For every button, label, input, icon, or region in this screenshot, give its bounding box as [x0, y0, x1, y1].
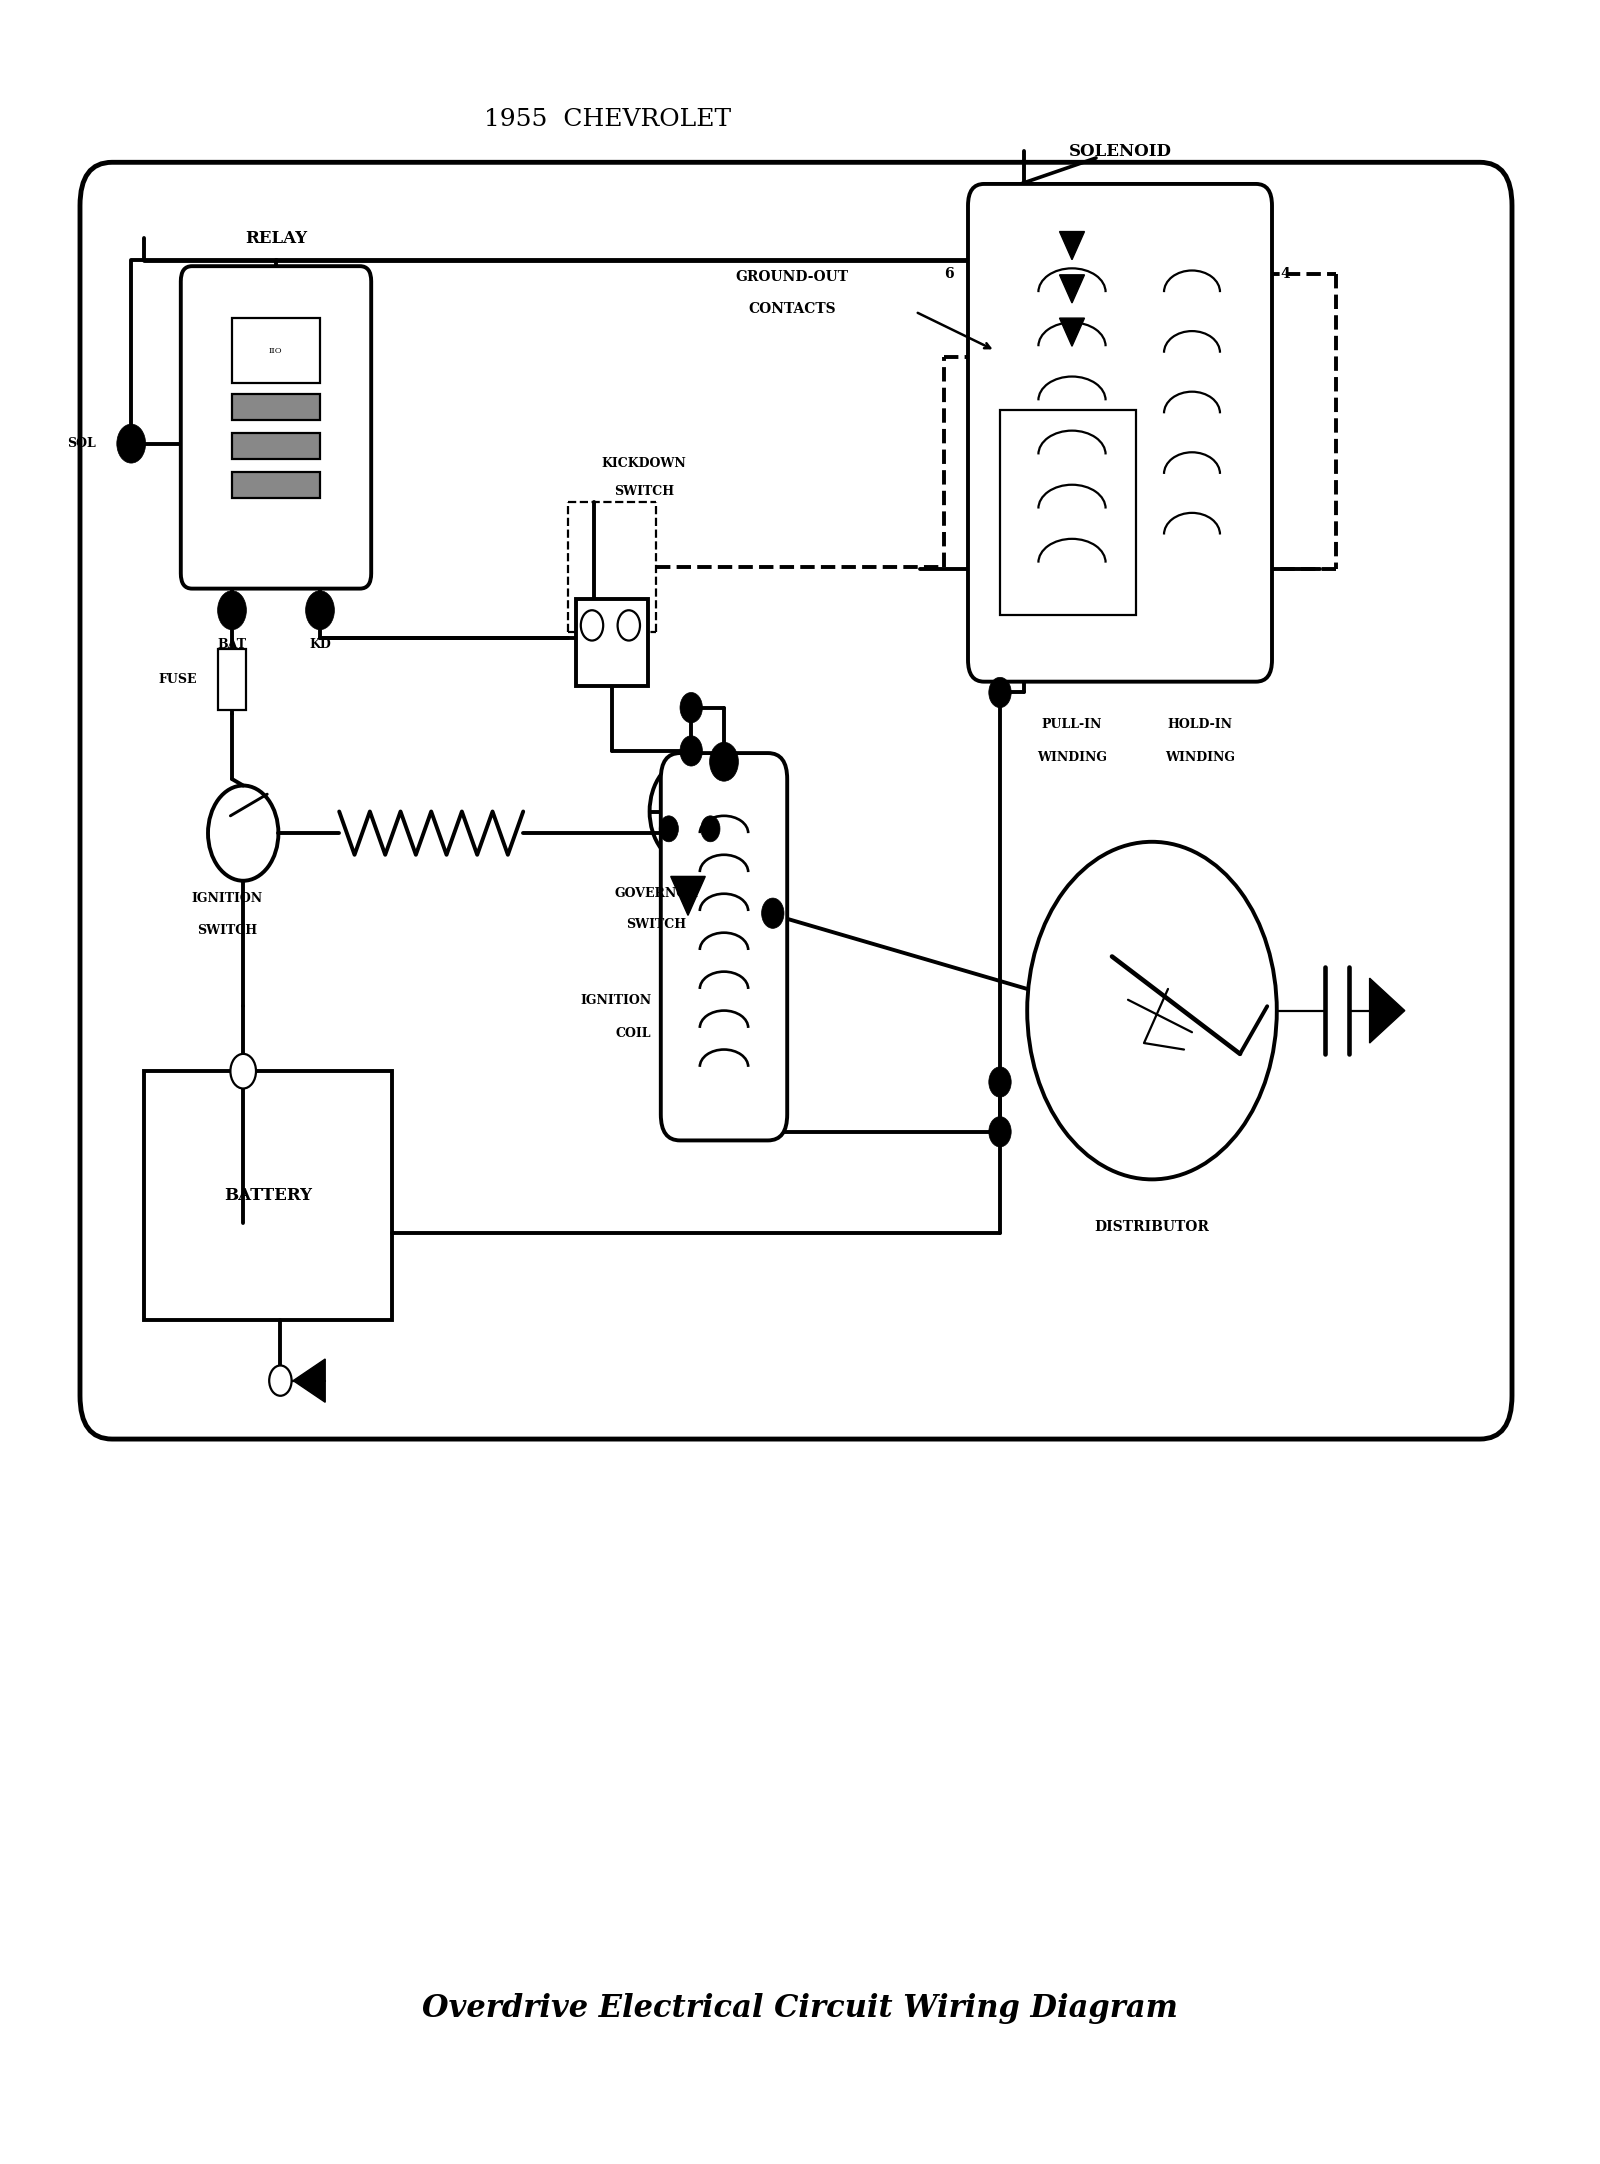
Circle shape	[218, 591, 246, 630]
Circle shape	[581, 610, 603, 641]
Text: KICKDOWN: KICKDOWN	[602, 457, 686, 470]
Text: SWITCH: SWITCH	[614, 485, 674, 498]
Text: DISTRIBUTOR: DISTRIBUTOR	[1094, 1220, 1210, 1233]
Circle shape	[710, 742, 739, 781]
Text: IGNITION: IGNITION	[581, 993, 651, 1008]
Bar	[232, 318, 320, 383]
Text: GOVERNOR: GOVERNOR	[614, 887, 698, 900]
Text: RELAY: RELAY	[245, 229, 307, 247]
Text: WINDING: WINDING	[1165, 751, 1235, 764]
Bar	[218, 649, 246, 710]
Text: GROUND-OUT: GROUND-OUT	[736, 270, 848, 283]
Polygon shape	[1370, 978, 1405, 1043]
Circle shape	[680, 692, 702, 723]
Bar	[144, 1071, 392, 1320]
Text: IIO: IIO	[269, 346, 282, 355]
FancyBboxPatch shape	[181, 266, 371, 589]
Text: 6: 6	[944, 266, 954, 281]
Polygon shape	[293, 1359, 325, 1402]
Text: SOLENOID: SOLENOID	[1069, 143, 1171, 160]
Circle shape	[306, 591, 334, 630]
Bar	[1000, 411, 1136, 615]
Text: PULL-IN: PULL-IN	[1042, 718, 1102, 731]
FancyBboxPatch shape	[661, 753, 787, 1140]
Text: BATTERY: BATTERY	[224, 1188, 312, 1203]
Text: SWITCH: SWITCH	[626, 918, 686, 931]
Circle shape	[230, 1054, 256, 1088]
Text: 1955  CHEVROLET: 1955 CHEVROLET	[485, 108, 731, 130]
Text: SOL: SOL	[67, 437, 96, 450]
Circle shape	[989, 1117, 1011, 1147]
Polygon shape	[1059, 318, 1085, 346]
Text: 4: 4	[1280, 266, 1290, 281]
Circle shape	[117, 424, 146, 463]
FancyBboxPatch shape	[968, 184, 1272, 682]
Polygon shape	[670, 876, 706, 915]
Text: SWITCH: SWITCH	[197, 924, 258, 937]
Circle shape	[618, 610, 640, 641]
Circle shape	[701, 816, 720, 842]
Text: FUSE: FUSE	[158, 673, 197, 686]
Circle shape	[989, 1067, 1011, 1097]
Text: CONTACTS: CONTACTS	[749, 303, 835, 316]
Text: IGNITION: IGNITION	[192, 892, 262, 905]
Circle shape	[989, 677, 1011, 708]
Circle shape	[762, 898, 784, 928]
Text: Overdrive Electrical Circuit Wiring Diagram: Overdrive Electrical Circuit Wiring Diag…	[422, 1993, 1178, 2023]
Text: WINDING: WINDING	[1037, 751, 1107, 764]
Circle shape	[659, 816, 678, 842]
Circle shape	[680, 736, 702, 766]
Bar	[232, 394, 320, 420]
Bar	[232, 433, 320, 459]
Bar	[576, 599, 648, 686]
Bar	[232, 472, 320, 498]
Text: BAT: BAT	[218, 638, 246, 651]
Circle shape	[269, 1365, 291, 1396]
Text: COIL: COIL	[616, 1026, 651, 1041]
Text: KD: KD	[309, 638, 331, 651]
Polygon shape	[1059, 275, 1085, 303]
Polygon shape	[1059, 232, 1085, 260]
Text: HOLD-IN: HOLD-IN	[1168, 718, 1232, 731]
